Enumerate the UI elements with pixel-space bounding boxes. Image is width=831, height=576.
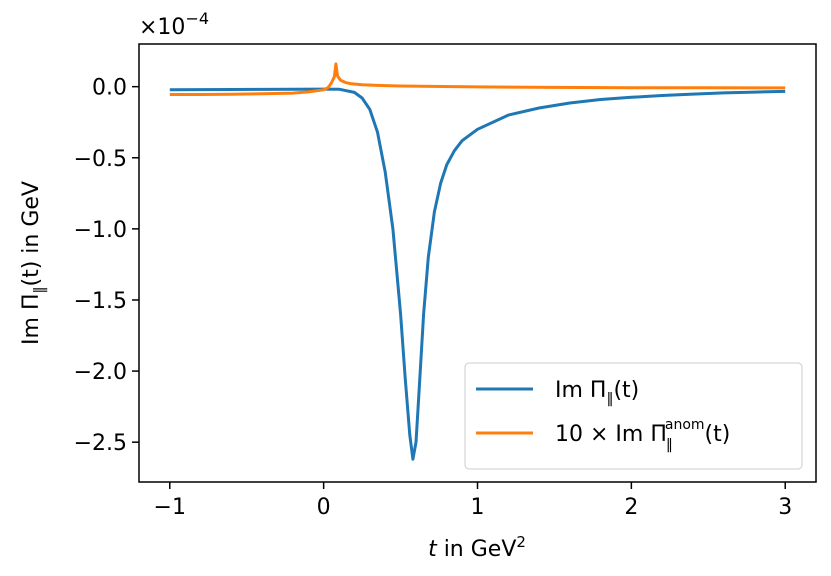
y-offset-exponent: −4 [185, 9, 209, 28]
series-layer [169, 62, 786, 461]
y-tick-label: −1.0 [74, 218, 127, 243]
y-tick-label: −2.0 [74, 360, 127, 385]
legend: Im Π‖(t) 10 × Im Π‖anom(t) [464, 362, 803, 470]
legend-label-series-2: 10 × Im Π‖anom(t) [555, 417, 730, 453]
y-axis-label: Im Π‖(t) in GeV [19, 181, 48, 345]
x-axis-ticks: −1 0 1 2 3 [154, 482, 792, 520]
legend-box [464, 362, 803, 470]
x-tick-label: 2 [624, 495, 638, 520]
y-axis-ticks: 0.0 −0.5 −1.0 −1.5 −2.0 −2.5 [74, 76, 139, 456]
y-tick-label: −2.5 [74, 431, 127, 456]
y-offset-text: ×10−4 [139, 9, 209, 40]
x-axis-label: t in GeV2 [428, 533, 526, 562]
y-tick-label: −1.5 [74, 289, 127, 314]
x-tick-label: 0 [317, 495, 331, 520]
x-tick-label: 1 [471, 495, 485, 520]
series-line-2 [169, 62, 786, 96]
x-tick-label: −1 [154, 495, 186, 520]
legend-label-series-1: Im Π‖(t) [555, 378, 639, 407]
y-tick-label: −0.5 [74, 147, 127, 172]
series-line-1 [169, 87, 786, 461]
x-tick-label: 3 [778, 495, 792, 520]
y-tick-label: 0.0 [92, 76, 127, 101]
